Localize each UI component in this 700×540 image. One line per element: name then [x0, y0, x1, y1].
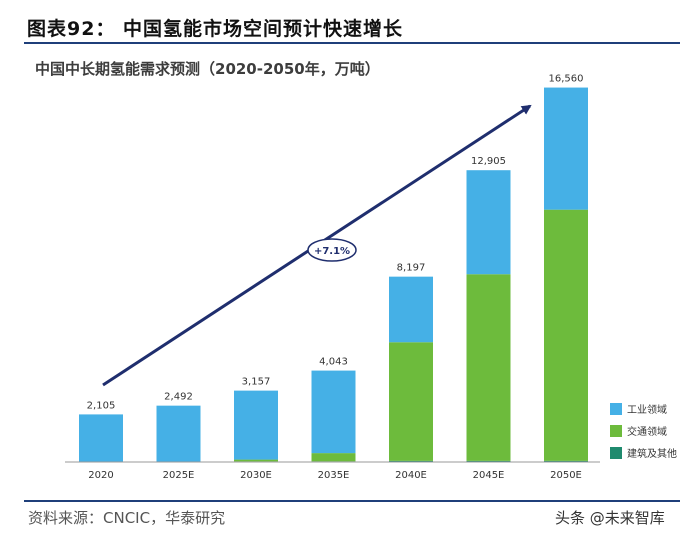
total-label-2050E: 16,560 — [549, 74, 584, 85]
x-tick-label-2035E: 2035E — [318, 470, 350, 481]
x-tick-label-2025E: 2025E — [163, 470, 195, 481]
total-label-2035E: 4,043 — [319, 357, 348, 368]
growth-rate-label: +7.1% — [314, 246, 350, 257]
bar-2035E-series-0 — [311, 370, 356, 454]
legend-label-1: 交通领域 — [627, 425, 667, 438]
bar-2050E-series-2 — [544, 460, 588, 462]
legend-swatch-0 — [610, 403, 622, 415]
bar-2040E-series-0 — [389, 276, 433, 343]
figure-title: 图表92： 中国氢能市场空间预计快速增长 — [27, 18, 404, 40]
legend-label-0: 工业领域 — [627, 403, 667, 416]
bar-2030E-series-0 — [234, 390, 278, 460]
bar-2040E-series-1 — [389, 342, 433, 461]
total-label-2025E: 2,492 — [164, 392, 193, 403]
bar-2045E-series-1 — [466, 274, 511, 461]
x-tick-label-2045E: 2045E — [473, 470, 505, 481]
bar-2045E-series-2 — [466, 460, 511, 462]
chart-title: 中国中长期氢能需求预测（2020-2050年，万吨） — [35, 60, 380, 78]
source-note: 资料来源：CNCIC，华泰研究 — [28, 509, 226, 527]
bar-2035E-series-1 — [311, 453, 356, 462]
bar-2025E-series-0 — [156, 405, 201, 462]
x-tick-label-2050E: 2050E — [550, 470, 582, 481]
total-label-2020: 2,105 — [87, 400, 116, 411]
total-label-2045E: 12,905 — [471, 156, 506, 167]
growth-rate-bubble — [307, 238, 357, 262]
x-tick-label-2030E: 2030E — [240, 470, 272, 481]
total-label-2040E: 8,197 — [397, 263, 426, 274]
bottom-divider — [24, 500, 680, 502]
legend-label-2: 建筑及其他 — [627, 447, 677, 460]
hydrogen-demand-chart: 2,105 2020 2,492 2025E 3,157 2030E 4,043 2035E 8… — [65, 74, 677, 481]
total-label-2030E: 3,157 — [242, 377, 271, 388]
bar-2030E-series-1 — [234, 459, 278, 462]
bar-2040E-series-2 — [389, 460, 433, 462]
bar-2045E-series-0 — [466, 170, 511, 275]
x-tick-label-2020: 2020 — [88, 470, 113, 481]
legend-swatch-2 — [610, 447, 622, 459]
legend-swatch-1 — [610, 425, 622, 437]
bar-2050E-series-1 — [544, 209, 588, 461]
bar-2050E-series-0 — [544, 87, 588, 210]
top-divider — [24, 42, 680, 44]
x-tick-label-2040E: 2040E — [395, 470, 427, 481]
watermark: 头条 @未来智库 — [555, 509, 665, 527]
bar-2020-series-0 — [79, 414, 123, 462]
